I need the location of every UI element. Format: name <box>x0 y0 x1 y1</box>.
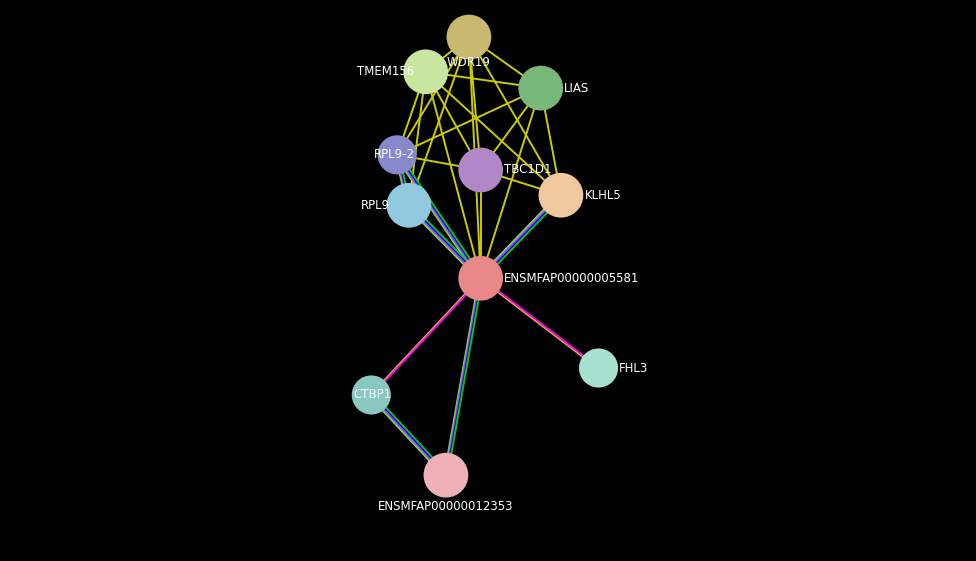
Circle shape <box>404 50 447 93</box>
Text: TMEM156: TMEM156 <box>356 65 414 79</box>
Text: LIAS: LIAS <box>564 81 590 95</box>
Circle shape <box>460 257 502 300</box>
Text: ENSMFAP00000005581: ENSMFAP00000005581 <box>504 272 639 285</box>
Text: TBC1D1: TBC1D1 <box>504 163 551 177</box>
Circle shape <box>448 16 490 58</box>
Text: RPL9-2: RPL9-2 <box>374 148 415 162</box>
Text: KLHL5: KLHL5 <box>585 188 622 202</box>
Circle shape <box>540 174 583 217</box>
Circle shape <box>519 67 562 109</box>
Circle shape <box>387 184 430 227</box>
Circle shape <box>425 454 468 496</box>
Text: ENSMFAP00000012353: ENSMFAP00000012353 <box>378 500 513 513</box>
Text: RPL9: RPL9 <box>361 199 389 212</box>
Text: FHL3: FHL3 <box>619 361 648 375</box>
Text: CTBP1: CTBP1 <box>353 388 391 402</box>
Circle shape <box>352 376 389 413</box>
Circle shape <box>379 136 416 173</box>
Circle shape <box>580 350 617 387</box>
Text: WDR19: WDR19 <box>447 56 491 69</box>
Circle shape <box>460 149 502 191</box>
